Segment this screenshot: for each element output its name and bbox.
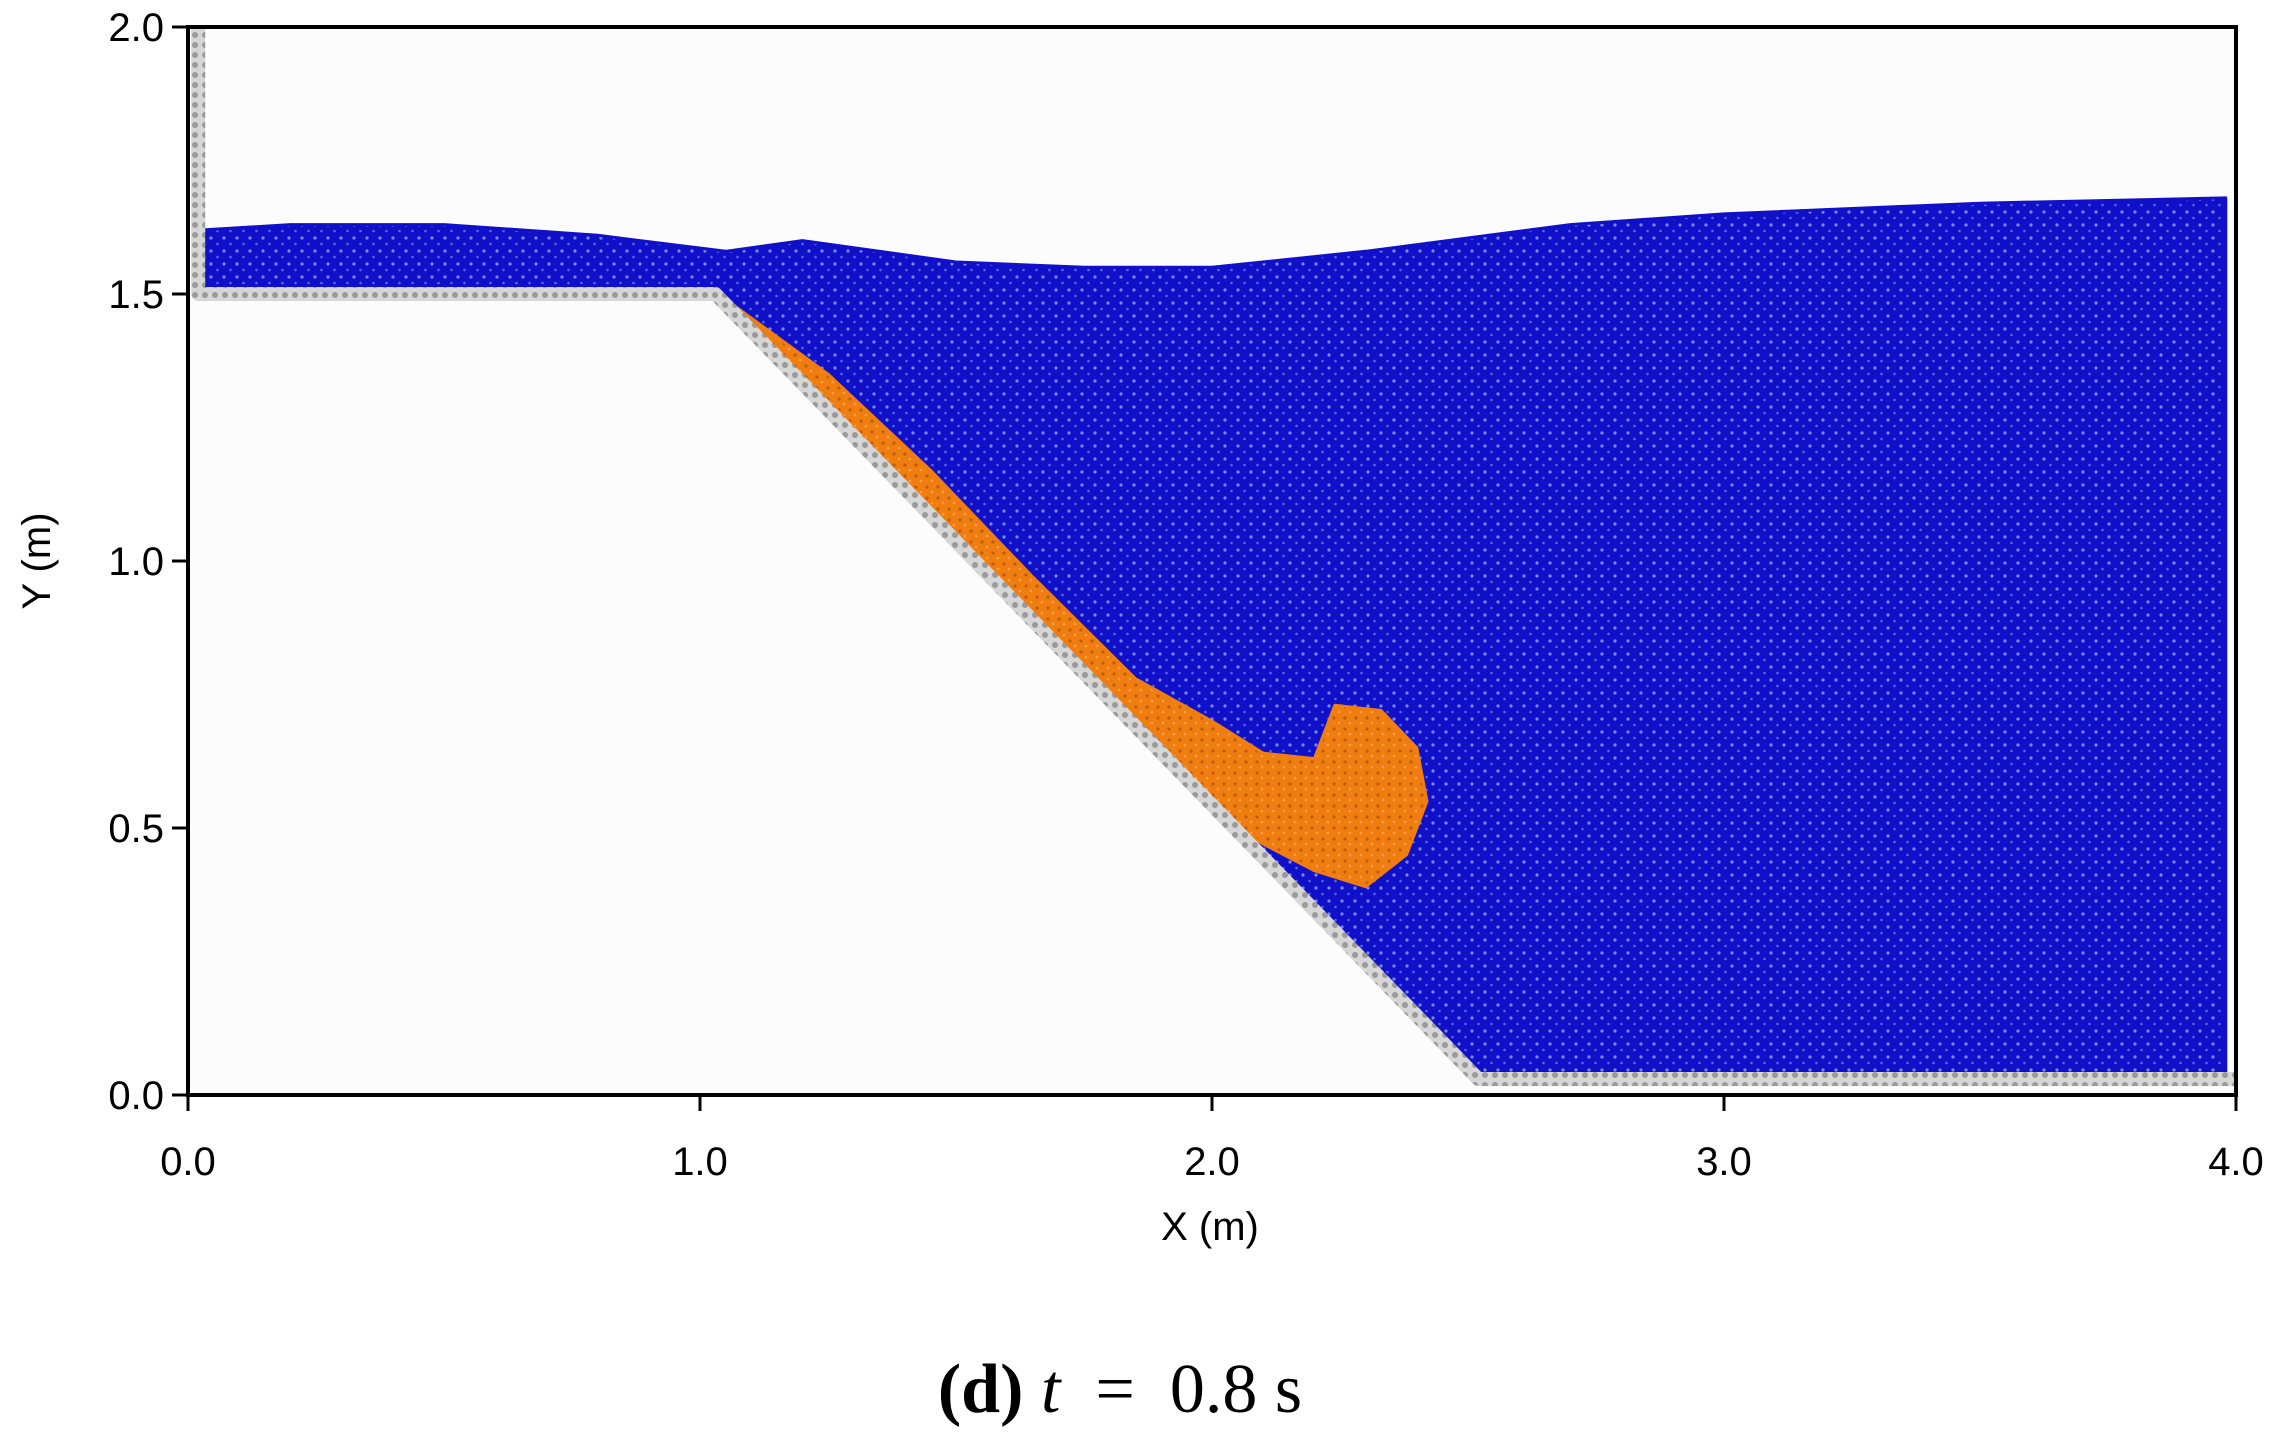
y-tick-label: 2.0	[108, 6, 164, 50]
caption-equals: =	[1078, 1351, 1152, 1428]
y-tick-label: 0.0	[108, 1074, 164, 1118]
particle-series-layer	[191, 27, 2236, 1086]
caption-label: (d)	[938, 1351, 1024, 1428]
y-axis-title: Y (m)	[15, 512, 59, 609]
x-tick-label: 2.0	[1184, 1140, 1240, 1184]
x-axis-ticks: 0.0 1.0 2.0 3.0 4.0	[160, 1095, 2264, 1184]
x-tick-label: 0.0	[160, 1140, 216, 1184]
y-axis-ticks: 0.0 0.5 1.0 1.5 2.0	[108, 6, 188, 1118]
caption-value: 0.8 s	[1170, 1351, 1302, 1428]
figure-caption: (d) t = 0.8 s	[938, 1351, 1302, 1428]
x-tick-label: 4.0	[2208, 1140, 2264, 1184]
x-axis-title: X (m)	[1161, 1205, 1259, 1249]
y-tick-label: 1.5	[108, 273, 164, 317]
y-tick-label: 1.0	[108, 540, 164, 584]
caption-variable: t	[1041, 1351, 1062, 1428]
x-tick-label: 1.0	[672, 1140, 728, 1184]
y-tick-label: 0.5	[108, 807, 164, 851]
boundary-particles	[191, 27, 2236, 1086]
x-tick-label: 3.0	[1696, 1140, 1752, 1184]
